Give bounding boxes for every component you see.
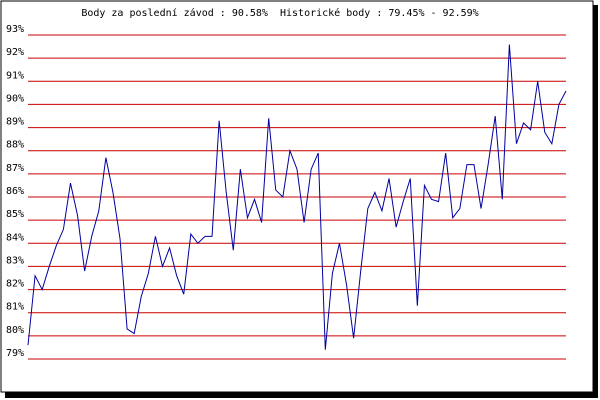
y-tick-label: 90% <box>6 93 24 104</box>
y-tick-label: 87% <box>6 163 24 174</box>
y-tick-label: 83% <box>6 255 24 266</box>
y-tick-label: 82% <box>6 279 24 290</box>
y-tick-label: 89% <box>6 117 24 128</box>
y-tick-label: 80% <box>6 325 24 336</box>
y-tick-label: 81% <box>6 302 24 313</box>
y-tick-label: 79% <box>6 348 24 359</box>
y-tick-label: 85% <box>6 209 24 220</box>
y-tick-label: 92% <box>6 47 24 58</box>
y-tick-label: 84% <box>6 232 24 243</box>
chart-title: Body za poslední závod : 90.58% Historic… <box>81 7 478 19</box>
y-tick-label: 86% <box>6 186 24 197</box>
data-line <box>27 44 567 350</box>
y-tick-label: 93% <box>6 24 24 35</box>
y-tick-label: 91% <box>6 70 24 81</box>
y-tick-label: 88% <box>6 140 24 151</box>
